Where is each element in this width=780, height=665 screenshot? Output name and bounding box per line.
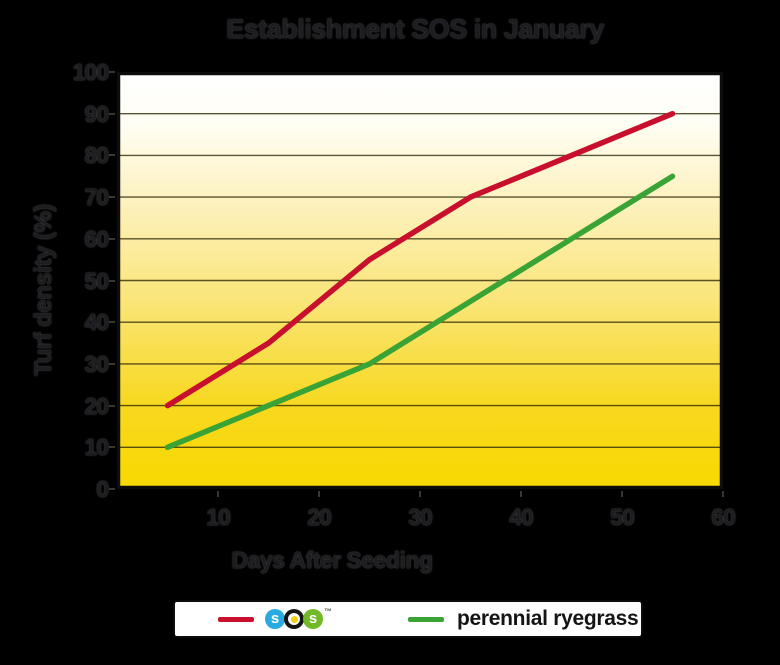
- bullseye-ring-icon: [288, 613, 300, 625]
- y-tick-label-90: 90: [84, 100, 109, 127]
- series-lines: [164, 110, 676, 451]
- series-line-sos: [164, 110, 676, 409]
- x-tick-mark-50: [621, 491, 623, 497]
- x-tick-label-30: 30: [408, 504, 433, 530]
- y-tick-label-50: 50: [84, 267, 109, 294]
- y-tick-label-10: 10: [84, 434, 109, 461]
- y-tick-mark-0: [109, 488, 115, 490]
- x-tick-label-20: 20: [307, 504, 332, 530]
- series-line-perennial-ryegrass: [164, 173, 676, 451]
- x-tick-mark-40: [520, 491, 522, 497]
- plot-border: [117, 72, 723, 489]
- x-tick-mark-10: [217, 491, 219, 497]
- bullseye-dot-icon: [290, 615, 298, 623]
- plot-area: [117, 72, 723, 489]
- sos-logo-letter-s-blue: s: [265, 609, 285, 629]
- y-tick-label-0: 0: [96, 476, 109, 502]
- x-tick-mark-20: [318, 491, 320, 497]
- y-tick-mark-70: [109, 196, 115, 199]
- y-tick-mark-10: [109, 446, 115, 449]
- y-tick-label-20: 20: [84, 392, 109, 419]
- sos-logo-bullseye-o: [284, 609, 304, 629]
- x-tick-mark-30: [419, 491, 421, 497]
- legend-line-ryegrass: [408, 616, 444, 622]
- y-tick-label-40: 40: [84, 309, 109, 336]
- legend: s s ™ perennial ryegrass: [173, 600, 643, 638]
- y-tick-label-30: 30: [84, 350, 109, 377]
- sos-logo-letter-s-green: s: [303, 609, 323, 629]
- chart-title: Establishment SOS in January: [226, 14, 604, 44]
- y-tick-mark-100: [109, 71, 115, 73]
- y-tick-mark-50: [109, 279, 115, 282]
- x-tick-mark-60: [722, 491, 724, 497]
- y-tick-label-70: 70: [84, 184, 109, 211]
- y-tick-mark-90: [109, 112, 115, 115]
- y-tick-label-60: 60: [84, 225, 109, 252]
- y-tick-label-100: 100: [72, 59, 109, 85]
- x-tick-label-40: 40: [509, 504, 534, 530]
- legend-line-sos: [218, 616, 254, 622]
- y-tick-label-80: 80: [84, 142, 109, 169]
- y-tick-mark-40: [109, 321, 115, 324]
- x-tick-label-10: 10: [206, 504, 231, 530]
- y-tick-mark-30: [109, 362, 115, 365]
- y-tick-mark-20: [109, 404, 115, 407]
- x-tick-label-50: 50: [610, 504, 635, 530]
- x-tick-label-60: 60: [711, 504, 736, 530]
- y-tick-mark-60: [109, 237, 115, 240]
- legend-label-ryegrass: perennial ryegrass: [457, 607, 639, 630]
- gridlines: [117, 113, 723, 448]
- y-tick-mark-80: [109, 154, 115, 157]
- x-axis-title: Days After Seeding: [231, 547, 433, 573]
- sos-logo: s s ™: [265, 607, 332, 629]
- trademark-symbol: ™: [324, 607, 332, 616]
